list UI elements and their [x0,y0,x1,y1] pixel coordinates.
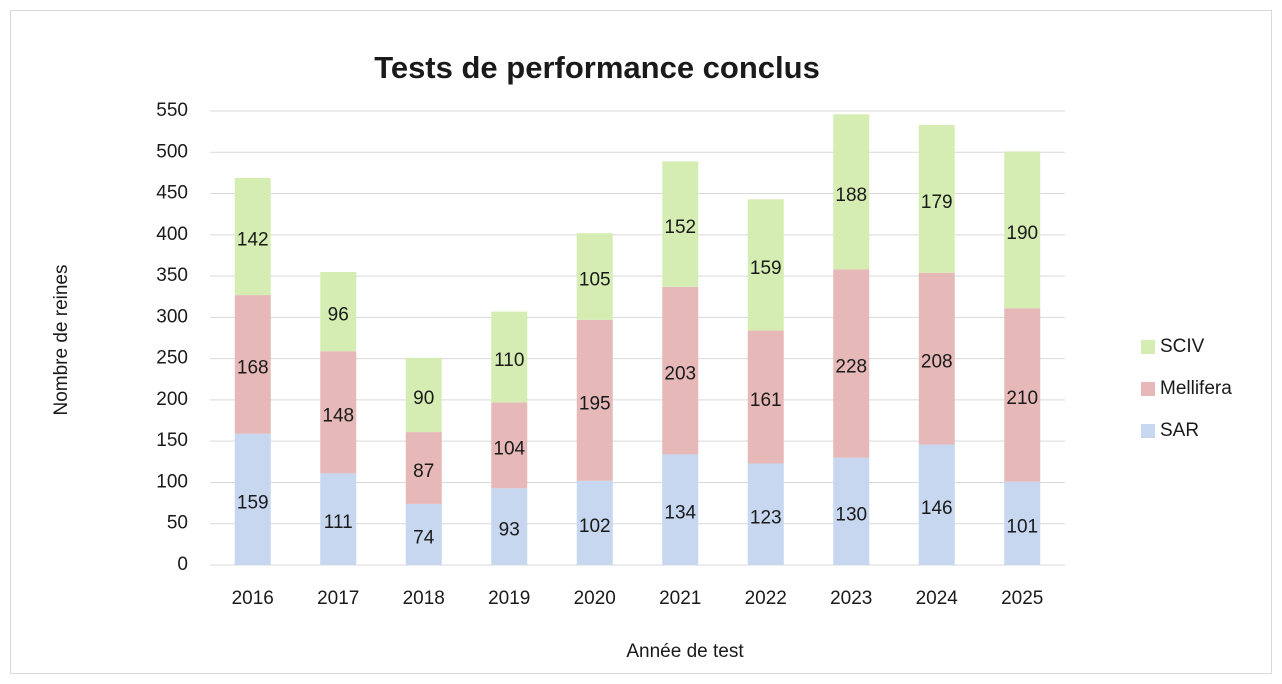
bar-segment [833,114,870,270]
data-label: 146 [921,498,953,519]
data-label: 188 [835,185,867,206]
data-label: 142 [237,229,269,250]
data-label: 195 [579,393,611,414]
y-tick-label: 50 [167,513,188,534]
data-label: 179 [921,192,953,213]
x-tick-label: 2018 [403,588,445,609]
x-tick-label: 2024 [916,588,959,609]
y-tick-label: 500 [156,141,188,162]
legend-swatch [1141,340,1155,354]
bar-segment [491,402,528,489]
bar-segment [320,473,357,565]
bar-segment [320,351,357,474]
bar-segment [747,199,784,331]
bar-segment [576,319,613,481]
data-label: 111 [324,512,353,533]
data-label: 105 [579,270,611,291]
data-label: 96 [328,305,349,326]
bar-segment [747,463,784,565]
bar-segment [576,233,613,320]
bar-segment [833,269,870,458]
bar-segment [234,177,271,296]
legend-label: SCIV [1160,336,1205,357]
bar-segment [405,432,442,504]
bar-segment [405,503,442,565]
bar-segment [576,480,613,565]
y-tick-label: 150 [156,430,188,451]
data-label: 159 [750,258,782,279]
y-tick-label: 250 [156,348,188,369]
data-label: 74 [413,527,435,548]
x-tick-label: 2020 [574,588,616,609]
bar-segment [234,433,271,565]
data-label: 101 [1006,516,1038,537]
x-axis-label: Année de test [626,641,744,662]
bar-segment [918,125,955,273]
bar-segment [833,457,870,565]
bar-segment [662,286,699,455]
x-tick-label: 2025 [1001,588,1043,609]
y-tick-label: 200 [156,389,188,410]
y-tick-label: 550 [156,100,188,121]
data-label: 90 [413,388,434,409]
bar-segment [320,271,357,352]
bar-segment [1004,308,1041,482]
x-tick-label: 2021 [659,588,701,609]
bar-segment [1004,151,1041,309]
x-tick-label: 2019 [488,588,530,609]
data-label: 203 [664,364,696,385]
bar-segment [662,161,699,287]
data-label: 148 [322,405,354,426]
data-label: 134 [664,503,696,524]
bar-segment [747,330,784,464]
bar-segment [918,444,955,565]
data-label: 190 [1006,223,1038,244]
data-label: 161 [750,390,782,411]
x-tick-label: 2016 [232,588,274,609]
y-tick-label: 450 [156,183,188,204]
data-label: 210 [1006,388,1038,409]
x-tick-label: 2023 [830,588,872,609]
bar-segment [662,454,699,565]
bar-segment [491,488,528,565]
y-tick-label: 350 [156,265,188,286]
chart-title: Tests de performance conclus [374,50,820,85]
bar-segment [491,311,528,403]
data-label: 123 [750,507,782,528]
bar-segment [405,357,442,433]
data-label: 208 [921,352,953,373]
data-label: 159 [237,492,269,513]
x-tick-label: 2022 [745,588,787,609]
data-label: 152 [664,217,696,238]
y-tick-label: 100 [156,471,188,492]
chart-frame [10,10,1272,674]
bar-segment [918,272,955,445]
y-axis-label: Nombre de reines [51,264,72,415]
y-tick-label: 400 [156,224,188,245]
bar-segment [234,295,271,434]
data-label: 93 [499,520,520,541]
x-tick-label: 2017 [317,588,359,609]
data-label: 87 [413,461,434,482]
data-label: 110 [494,350,524,371]
y-tick-label: 0 [177,554,188,575]
legend-swatch [1141,424,1155,438]
legend-swatch [1141,382,1155,396]
legend-label: SAR [1160,420,1199,441]
data-label: 168 [237,357,269,378]
legend-label: Mellifera [1160,378,1232,399]
data-label: 130 [835,504,867,525]
bar-segment [1004,481,1041,565]
data-label: 102 [579,516,611,537]
data-label: 228 [835,357,867,378]
y-tick-label: 300 [156,306,188,327]
data-label: 104 [493,438,525,459]
